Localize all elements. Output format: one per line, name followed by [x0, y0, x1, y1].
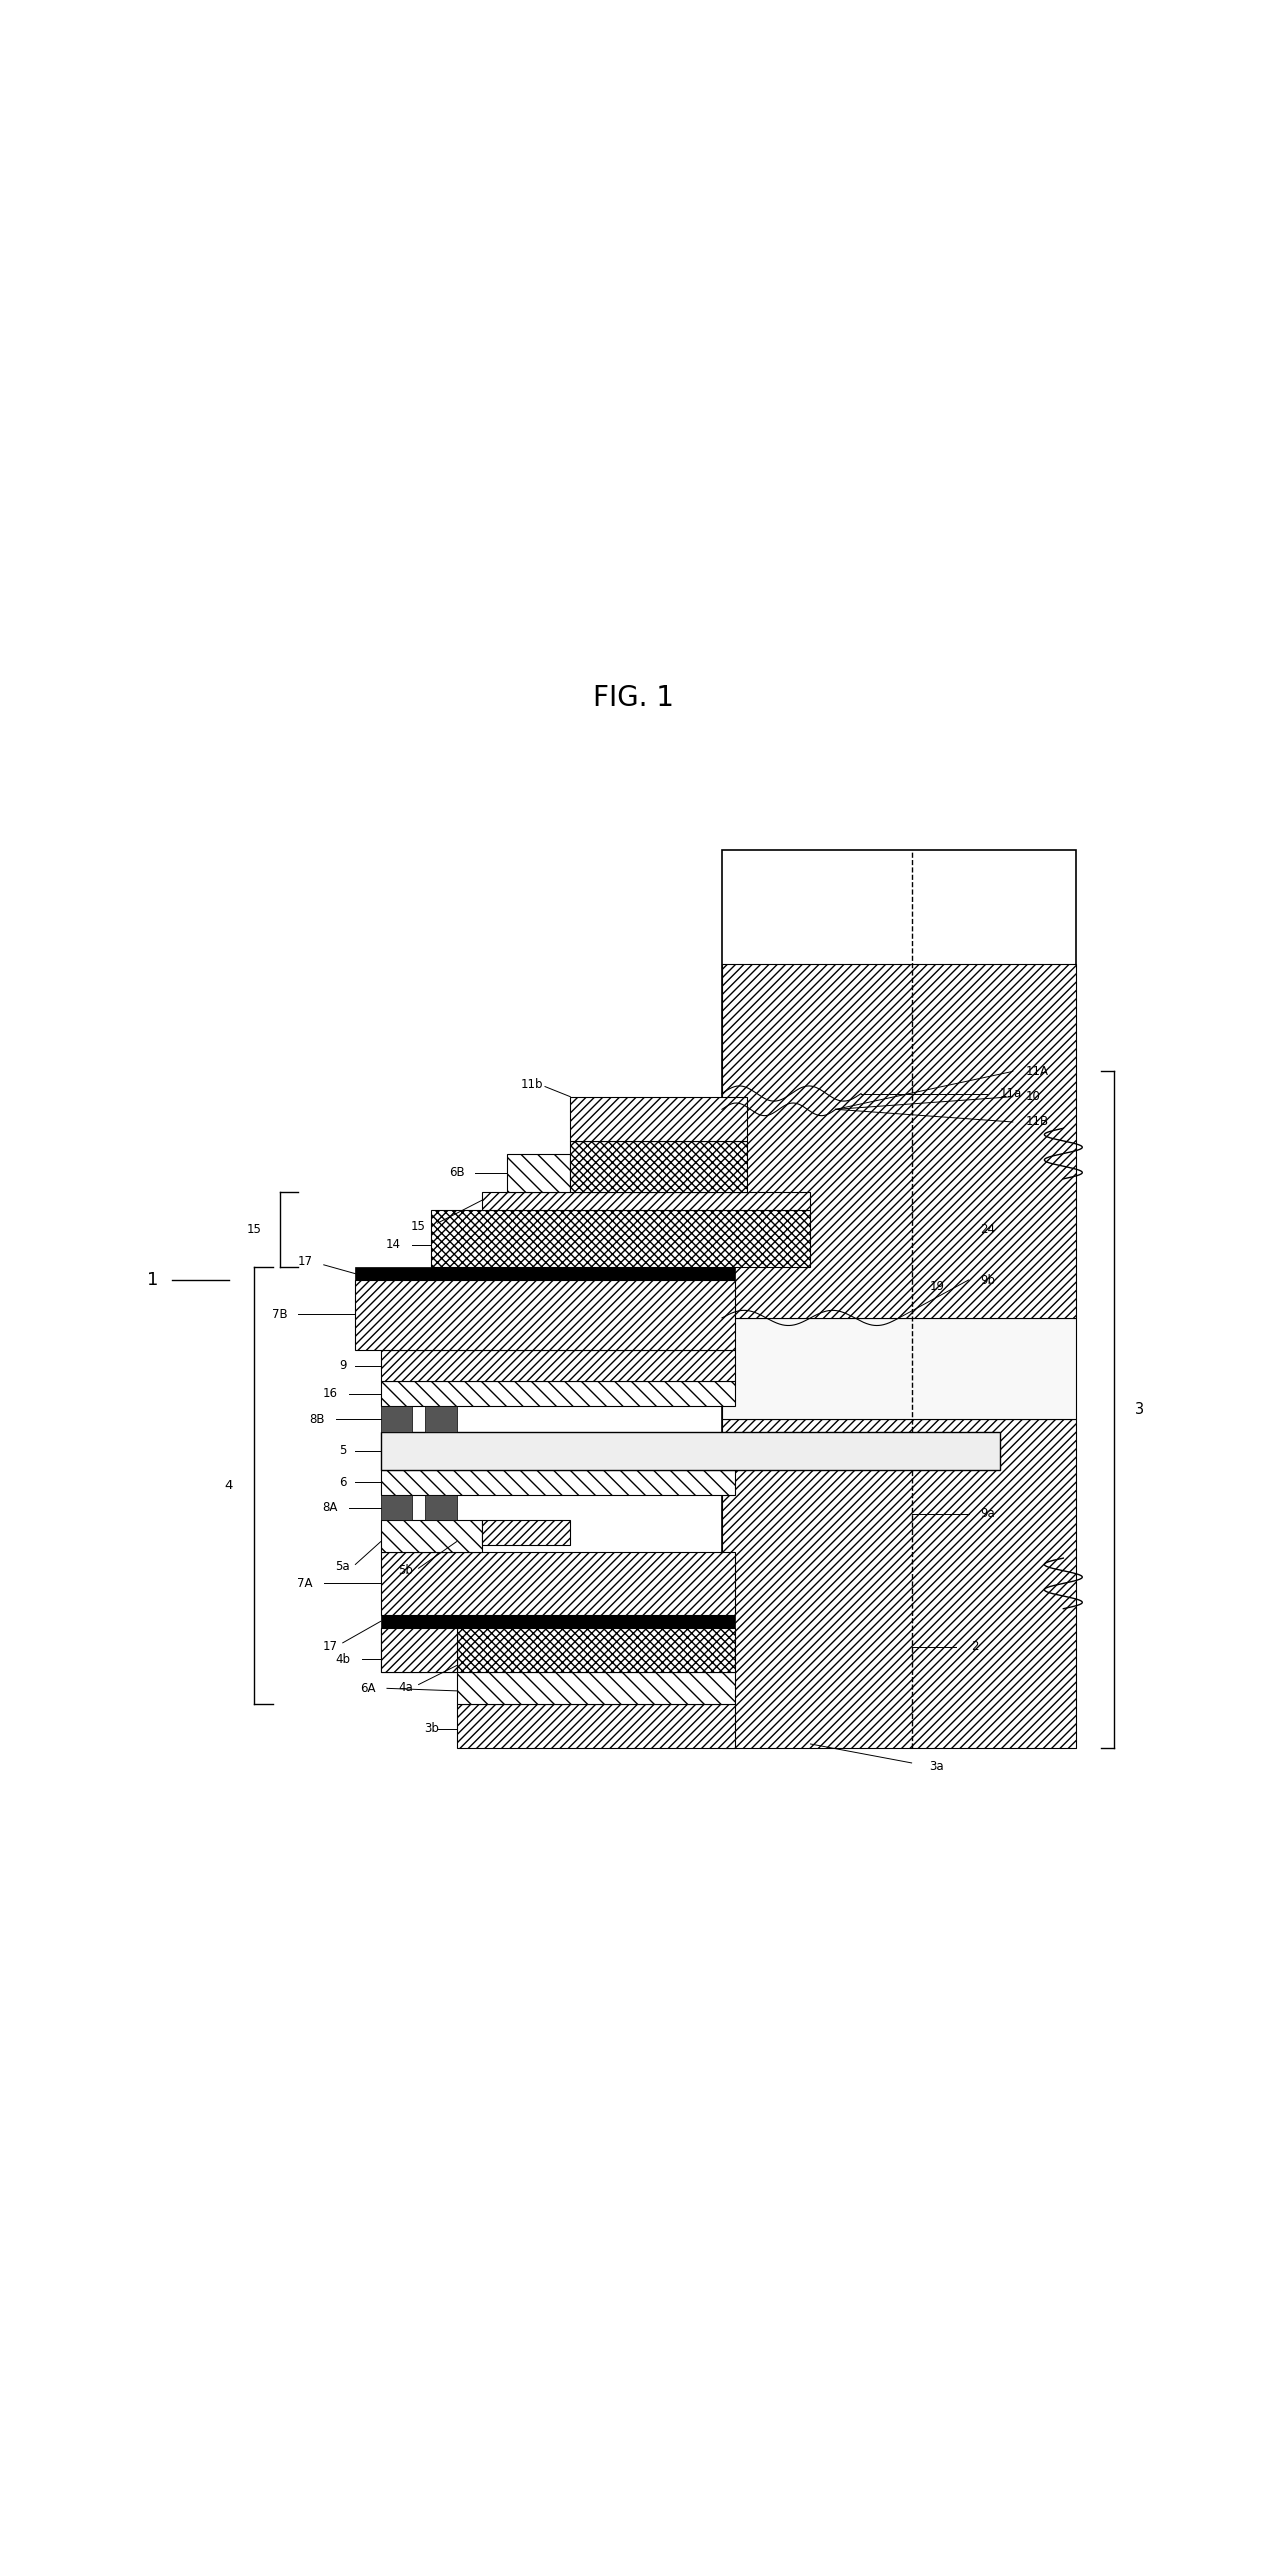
Text: 5: 5 — [340, 1444, 346, 1457]
Text: 11B: 11B — [1025, 1116, 1049, 1129]
Text: 11b: 11b — [521, 1078, 544, 1091]
Bar — [380, 1431, 1000, 1469]
Bar — [456, 1672, 735, 1702]
Text: 15: 15 — [412, 1221, 426, 1234]
Bar — [380, 1628, 456, 1672]
Bar — [507, 1155, 570, 1190]
Bar — [380, 1521, 481, 1551]
Bar — [380, 1349, 735, 1382]
Text: 16: 16 — [323, 1388, 337, 1400]
Text: 9a: 9a — [981, 1508, 995, 1521]
Text: 6: 6 — [340, 1475, 346, 1490]
Bar — [380, 1405, 412, 1431]
Bar — [380, 1469, 735, 1495]
Text: 9b: 9b — [979, 1272, 995, 1288]
Bar — [722, 1318, 1076, 1418]
Text: 24: 24 — [979, 1224, 995, 1236]
Bar — [380, 1551, 735, 1615]
Text: 9: 9 — [340, 1359, 346, 1372]
Text: 6B: 6B — [449, 1165, 464, 1180]
Text: 10: 10 — [1025, 1091, 1040, 1103]
Text: 15: 15 — [247, 1224, 262, 1236]
Bar — [355, 1280, 735, 1349]
Text: 1: 1 — [147, 1270, 158, 1290]
Text: 17: 17 — [323, 1641, 337, 1654]
Bar — [380, 1615, 735, 1628]
Text: 5b: 5b — [399, 1564, 413, 1577]
Bar — [456, 1702, 735, 1748]
Bar — [481, 1190, 811, 1211]
Bar — [481, 1521, 570, 1546]
Text: 4: 4 — [224, 1480, 233, 1492]
Bar — [355, 1267, 735, 1280]
Bar — [722, 965, 1076, 1318]
Bar — [722, 850, 1076, 1748]
Text: 5a: 5a — [336, 1562, 350, 1574]
Bar — [456, 1628, 735, 1672]
Text: 14: 14 — [385, 1239, 400, 1252]
Bar — [570, 1142, 748, 1190]
Bar — [722, 1418, 1076, 1748]
Bar — [424, 1495, 456, 1521]
Text: 8B: 8B — [309, 1413, 326, 1426]
Bar — [380, 1495, 412, 1521]
Text: 4b: 4b — [336, 1654, 350, 1667]
Bar — [431, 1211, 811, 1267]
Text: 4a: 4a — [399, 1679, 413, 1695]
Text: 17: 17 — [298, 1254, 312, 1267]
Text: FIG. 1: FIG. 1 — [593, 684, 674, 712]
Text: 19: 19 — [930, 1280, 944, 1293]
Bar — [380, 1628, 456, 1672]
Bar — [424, 1405, 456, 1431]
Text: 7B: 7B — [271, 1308, 288, 1321]
Text: 8A: 8A — [322, 1500, 338, 1513]
Text: 11a: 11a — [1000, 1088, 1022, 1101]
Bar — [380, 1382, 735, 1405]
Text: 3: 3 — [1135, 1403, 1144, 1418]
Text: 7A: 7A — [296, 1577, 313, 1590]
Text: 3b: 3b — [423, 1723, 438, 1736]
Bar — [570, 1096, 748, 1142]
Text: 6A: 6A — [360, 1682, 376, 1695]
Text: 3a: 3a — [930, 1761, 944, 1774]
Text: 2: 2 — [971, 1641, 978, 1654]
Text: 11A: 11A — [1025, 1065, 1048, 1078]
